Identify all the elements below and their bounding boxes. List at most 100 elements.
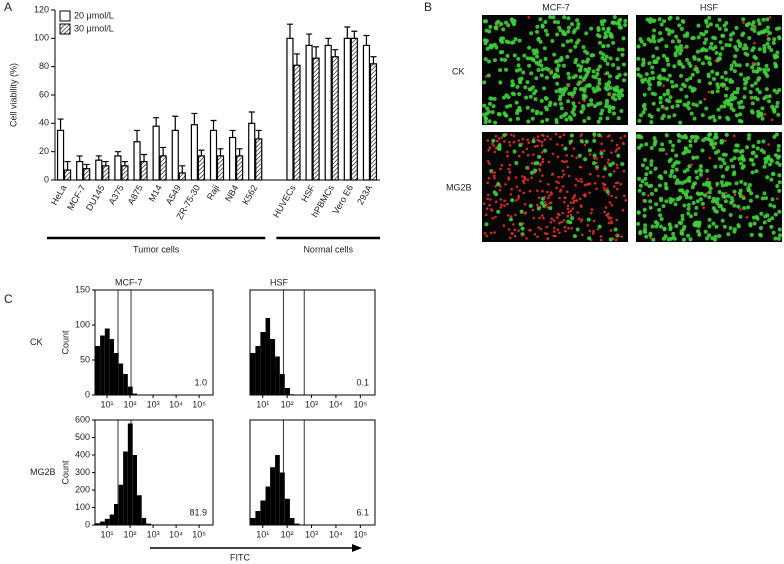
cell [579,139,584,144]
cell [556,216,559,219]
cell [512,223,515,226]
cell [728,213,733,217]
histogram-bar [132,455,137,525]
cell [620,93,625,98]
cell [527,63,532,68]
cell [518,189,522,192]
cell [619,182,623,186]
cell [754,154,759,159]
cell [540,151,544,154]
cell [776,197,779,200]
cell [702,182,706,187]
cell [746,136,751,141]
cell [591,69,596,74]
cell [643,77,648,82]
cell [724,139,727,142]
cell [536,189,539,192]
cell [679,26,684,31]
cell [743,182,748,186]
cell [675,103,680,108]
y-tick-label: 500 [75,432,90,442]
cell [649,183,654,188]
cell [741,46,746,51]
cell [664,199,669,204]
cell [571,101,576,106]
cell [662,226,667,231]
cell [777,154,782,159]
cell [707,90,711,94]
cell [541,174,544,177]
cell [566,204,570,208]
cell [577,153,582,158]
cell [547,183,550,186]
error-bar [229,129,236,138]
cell [702,206,705,209]
cell [549,201,553,204]
cell [698,197,703,202]
cell [573,44,578,49]
cell [718,40,723,45]
cell [772,204,777,209]
cell [710,236,715,241]
cell [638,74,643,79]
cell [548,15,553,20]
cell [699,191,704,196]
cell [677,220,682,225]
cell [679,231,684,236]
bar [331,56,339,181]
cell [764,196,768,201]
cell [762,220,767,225]
cell [708,115,712,120]
cell [588,182,592,185]
cell [595,187,598,191]
cell [598,116,603,121]
cell [658,81,663,86]
histogram-bar [127,423,133,525]
cell [543,20,548,24]
cell [574,57,579,62]
cell [521,137,525,141]
cell [506,154,509,158]
cell [549,220,553,224]
cell [691,102,696,107]
cell [508,170,512,174]
cell [488,146,492,149]
cell [523,203,527,206]
cell [726,194,731,198]
cell [566,29,571,34]
cell [582,93,587,98]
cell [604,104,609,109]
cell [736,204,741,209]
cell [517,197,520,200]
cell [777,188,782,193]
cell [620,235,623,238]
cell [563,200,566,204]
cell [749,97,753,100]
cell [636,44,641,49]
cell [705,168,710,173]
cell [555,67,560,71]
cell [765,74,770,78]
cell [530,116,535,121]
cell [573,86,578,91]
panel-label: A [4,0,12,14]
cell [583,143,587,147]
cell [575,25,580,30]
cell [704,29,709,34]
cell [666,91,670,96]
cell [508,163,512,167]
cell [612,92,617,97]
cell [515,84,520,89]
cell [605,116,610,121]
cell [638,183,643,188]
cell [542,46,547,51]
cell [492,144,496,147]
cell [651,36,656,40]
cell [535,24,540,29]
x-tick-label: K562 [240,183,259,206]
cell [701,47,706,52]
cell [698,100,703,105]
cell [561,43,566,48]
cell [688,143,693,148]
cell [705,24,710,29]
